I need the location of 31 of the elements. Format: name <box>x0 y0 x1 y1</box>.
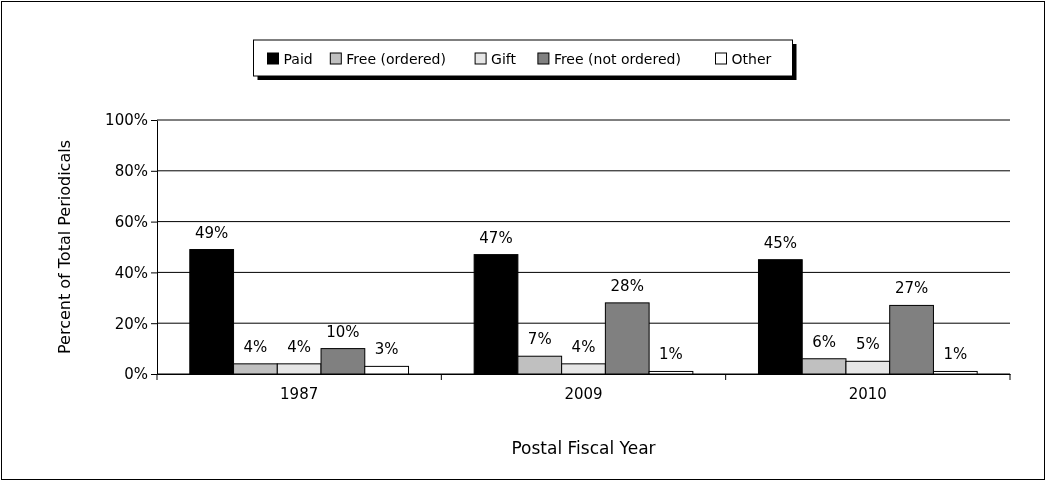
text: 4% <box>571 337 596 356</box>
text: 28% <box>610 276 644 295</box>
x-tick-label: 1987 <box>280 384 319 403</box>
text: 47% <box>479 228 513 247</box>
text: 6% <box>812 332 836 351</box>
y-tick-label: 0% <box>124 365 148 384</box>
y-tick-label: 60% <box>114 212 148 231</box>
text: 1% <box>659 345 683 364</box>
legend-label: Free (ordered) <box>346 51 446 67</box>
legend-label: Gift <box>491 51 517 67</box>
text: 45% <box>763 233 798 252</box>
text: 27% <box>894 279 929 298</box>
y-axis-title: Percent of Total Periodicals <box>55 140 74 354</box>
text: 4% <box>287 337 312 356</box>
text: 7% <box>527 330 552 349</box>
legend-label: Other <box>731 51 772 67</box>
y-tick-label: 100% <box>105 111 148 130</box>
y-tick-label: 80% <box>114 162 148 181</box>
text: 4% <box>243 337 268 356</box>
text: 10% <box>326 322 360 341</box>
legend-label: Free (not ordered) <box>553 51 681 67</box>
y-tick-label: 20% <box>114 314 148 333</box>
text: 5% <box>855 335 880 354</box>
x-axis-title: Postal Fiscal Year <box>511 438 656 458</box>
x-tick-label: 2010 <box>848 384 887 403</box>
legend-label: Paid <box>283 51 313 67</box>
text: 1% <box>943 345 968 364</box>
x-tick-label: 2009 <box>564 384 603 403</box>
y-tick-label: 40% <box>114 263 148 282</box>
text: 49% <box>195 223 229 242</box>
text: 3% <box>374 340 399 359</box>
